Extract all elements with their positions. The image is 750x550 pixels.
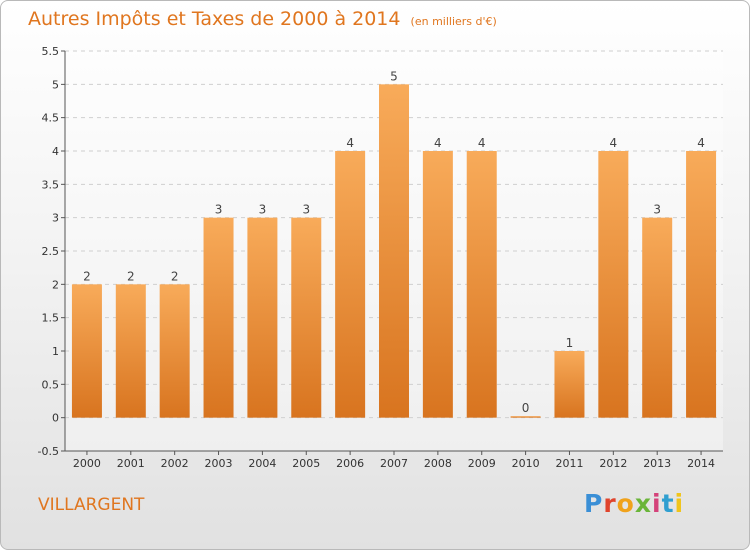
- x-tick-label-2003: 2003: [205, 457, 233, 470]
- y-tick-label: 1.5: [42, 312, 60, 325]
- bar-2008: [422, 151, 453, 418]
- data-label-2001: 2: [127, 269, 135, 283]
- bar-2002: [159, 284, 190, 418]
- bar-2014: [686, 151, 717, 418]
- x-tick-label-2005: 2005: [292, 457, 320, 470]
- y-tick-label: 3.5: [42, 178, 60, 191]
- data-label-2013: 3: [653, 203, 661, 217]
- bar-2000: [71, 284, 102, 418]
- y-tick-label: 3: [52, 212, 59, 225]
- bar-2007: [379, 84, 409, 418]
- x-tick-label-2009: 2009: [468, 457, 496, 470]
- chart-title-text: Autres Impôts et Taxes de 2000 à 2014: [28, 8, 401, 30]
- x-tick-label-2011: 2011: [555, 457, 583, 470]
- data-label-2003: 3: [215, 203, 223, 217]
- x-tick-label-2000: 2000: [73, 457, 101, 470]
- bar-2012: [598, 151, 629, 418]
- brand-logo: Proxiti: [584, 489, 684, 518]
- bar-2005: [291, 217, 322, 418]
- bar-2004: [247, 217, 278, 418]
- brand-letter: r: [603, 489, 617, 518]
- brand-letter: t: [661, 489, 675, 518]
- x-tick-label-2006: 2006: [336, 457, 364, 470]
- data-label-2004: 3: [259, 203, 267, 217]
- x-tick-label-2004: 2004: [248, 457, 276, 470]
- y-tick-label: 2.5: [42, 245, 60, 258]
- x-tick-label-2013: 2013: [643, 457, 671, 470]
- bar-2011: [554, 351, 585, 418]
- data-label-2000: 2: [83, 269, 91, 283]
- y-tick-label: 2: [52, 278, 59, 291]
- y-tick-label: 5: [52, 78, 59, 91]
- x-tick-label-2010: 2010: [512, 457, 540, 470]
- bar-2001: [115, 284, 146, 418]
- brand-letter: o: [616, 489, 635, 518]
- y-tick-label: 1: [52, 345, 59, 358]
- chart-unit-note: (en milliers d'€): [410, 15, 497, 28]
- data-label-2005: 3: [302, 203, 310, 217]
- brand-letter: i: [674, 489, 685, 518]
- bar-2003: [203, 217, 234, 418]
- y-tick-label: 0: [52, 412, 59, 425]
- brand-letter: x: [634, 489, 652, 518]
- x-tick-label-2012: 2012: [599, 457, 627, 470]
- y-tick-label: -0.5: [38, 445, 59, 458]
- data-label-2002: 2: [171, 269, 179, 283]
- data-label-2009: 4: [478, 136, 486, 150]
- chart-title: Autres Impôts et Taxes de 2000 à 2014 (e…: [28, 8, 497, 30]
- data-label-2012: 4: [610, 136, 618, 150]
- y-tick-label: 5.5: [42, 45, 60, 58]
- y-tick-label: 4: [52, 145, 59, 158]
- bar-2013: [642, 217, 673, 418]
- bar-2010: [510, 416, 541, 418]
- y-tick-label: 4.5: [42, 112, 60, 125]
- bar-2009: [466, 151, 497, 418]
- data-label-2010: 0: [522, 401, 530, 415]
- data-label-2007: 5: [390, 69, 398, 83]
- y-tick-label: 0.5: [42, 378, 60, 391]
- x-tick-label-2001: 2001: [117, 457, 145, 470]
- brand-letter: i: [652, 489, 662, 518]
- data-label-2008: 4: [434, 136, 442, 150]
- data-label-2014: 4: [697, 136, 705, 150]
- data-label-2011: 1: [566, 336, 574, 350]
- bar-2006: [335, 151, 366, 418]
- brand-letter: P: [584, 489, 604, 518]
- location-name: VILLARGENT: [38, 495, 145, 515]
- x-tick-label-2007: 2007: [380, 457, 408, 470]
- data-label-2006: 4: [346, 136, 354, 150]
- x-tick-label-2014: 2014: [687, 457, 715, 470]
- x-tick-label-2008: 2008: [424, 457, 452, 470]
- x-tick-label-2002: 2002: [161, 457, 189, 470]
